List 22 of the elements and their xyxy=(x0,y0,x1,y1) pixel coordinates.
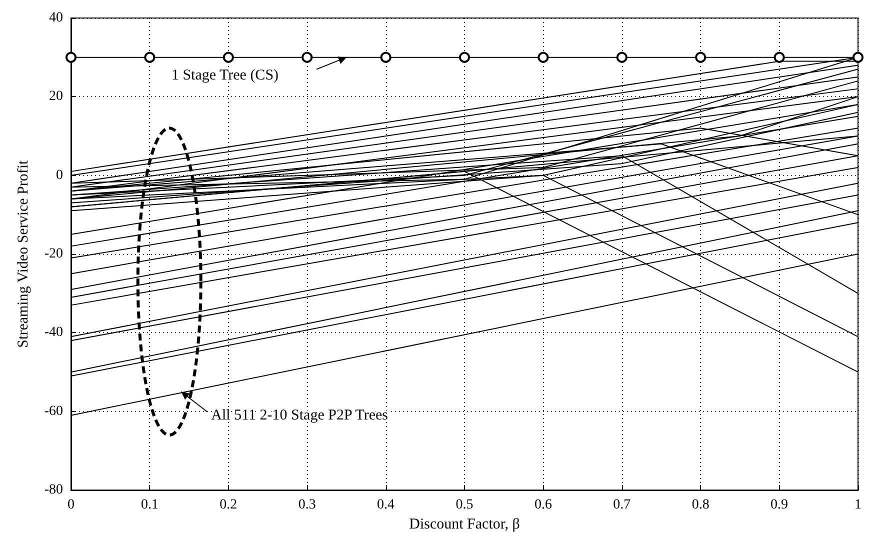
x-tick-label: 1 xyxy=(854,498,862,513)
x-tick-label: 0 xyxy=(68,498,74,513)
y-tick-label: 0 xyxy=(56,168,63,183)
annotation: All 511 2-10 Stage P2P Trees xyxy=(211,408,388,424)
x-tick-label: 0.8 xyxy=(692,498,710,513)
x-tick-label: 0.6 xyxy=(534,498,552,513)
y-tick-label: -20 xyxy=(44,246,63,262)
x-tick-label: 0.7 xyxy=(613,498,631,513)
x-tick-label: 0.9 xyxy=(770,498,788,513)
x-tick-label: 0.1 xyxy=(140,498,158,513)
x-tick-label: 0.3 xyxy=(298,498,316,513)
x-tick-label: 0.4 xyxy=(377,498,395,513)
x-tick-label: 0.2 xyxy=(220,498,238,513)
y-axis-title: Streaming Video Service Profit xyxy=(16,159,32,348)
x-tick-label: 0.5 xyxy=(456,498,474,513)
y-tick-label: 40 xyxy=(49,10,63,26)
annotation: 1 Stage Tree (CS) xyxy=(171,67,279,84)
y-tick-label: 20 xyxy=(49,89,63,104)
x-axis-title: Discount Factor, β xyxy=(409,516,520,532)
y-tick-label: -40 xyxy=(44,325,63,340)
y-tick-label: -80 xyxy=(44,482,63,498)
y-tick-label: -60 xyxy=(44,404,63,419)
